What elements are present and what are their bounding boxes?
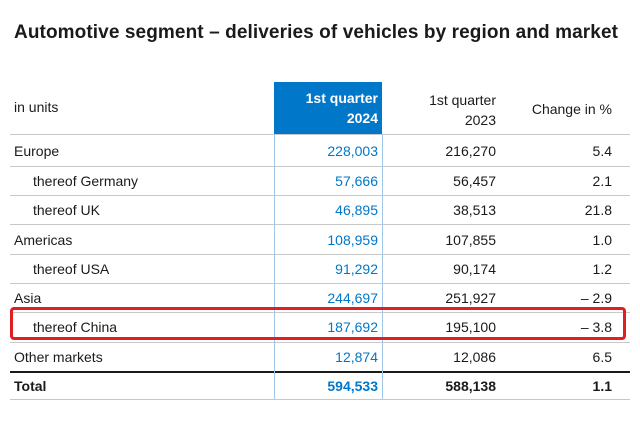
row-label: thereof Germany bbox=[33, 173, 139, 189]
current-period-header-bg bbox=[274, 82, 382, 122]
row-label: Americas bbox=[14, 232, 73, 248]
value-q1-2024: 57,666 bbox=[335, 173, 378, 189]
column-separator bbox=[274, 134, 275, 399]
value-q1-2023: 90,174 bbox=[453, 261, 496, 277]
row-divider bbox=[10, 312, 630, 313]
row-label: thereof USA bbox=[33, 261, 110, 277]
row-divider bbox=[10, 195, 630, 196]
column-separator bbox=[382, 134, 383, 399]
value-change: 21.8 bbox=[584, 202, 612, 218]
value-q1-2023: 12,086 bbox=[453, 349, 496, 365]
header-current-period-line2: 2024 bbox=[346, 110, 378, 126]
header-current-period: 1st quarter 2024 bbox=[274, 88, 378, 128]
total-q1-2023: 588,138 bbox=[445, 378, 496, 394]
unit-label: in units bbox=[14, 99, 59, 115]
value-q1-2023: 195,100 bbox=[445, 319, 496, 335]
value-change: 1.2 bbox=[592, 261, 612, 277]
value-q1-2024: 46,895 bbox=[335, 202, 378, 218]
row-divider bbox=[10, 224, 630, 225]
value-change: – 2.9 bbox=[580, 290, 612, 306]
header-prior-period-line1: 1st quarter bbox=[429, 92, 496, 108]
row-divider bbox=[10, 399, 630, 400]
value-change: – 3.8 bbox=[580, 319, 612, 335]
value-q1-2023: 216,270 bbox=[445, 143, 496, 159]
value-q1-2024: 12,874 bbox=[335, 349, 378, 365]
value-change: 6.5 bbox=[592, 349, 612, 365]
china-row-highlight bbox=[10, 307, 626, 340]
total-divider bbox=[10, 371, 630, 373]
value-change: 5.4 bbox=[592, 143, 612, 159]
row-label: Other markets bbox=[14, 349, 103, 365]
value-q1-2023: 107,855 bbox=[445, 232, 496, 248]
row-divider bbox=[10, 134, 630, 135]
header-change: Change in % bbox=[531, 101, 612, 117]
value-q1-2023: 38,513 bbox=[453, 202, 496, 218]
value-q1-2024: 91,292 bbox=[335, 261, 378, 277]
row-label: Europe bbox=[14, 143, 60, 159]
header-prior-period-line2: 2023 bbox=[464, 112, 496, 128]
value-q1-2024: 108,959 bbox=[327, 232, 378, 248]
value-change: 2.1 bbox=[592, 173, 612, 189]
value-change: 1.0 bbox=[592, 232, 612, 248]
row-divider bbox=[10, 166, 630, 167]
row-label: thereof UK bbox=[33, 202, 100, 218]
value-q1-2024: 228,003 bbox=[327, 143, 378, 159]
row-divider bbox=[10, 342, 630, 343]
value-q1-2024: 244,697 bbox=[327, 290, 378, 306]
total-label: Total bbox=[14, 378, 47, 394]
value-q1-2024: 187,692 bbox=[327, 319, 378, 335]
value-q1-2023: 56,457 bbox=[453, 173, 496, 189]
value-q1-2023: 251,927 bbox=[445, 290, 496, 306]
total-change: 1.1 bbox=[592, 378, 612, 394]
total-q1-2024: 594,533 bbox=[327, 378, 378, 394]
row-divider bbox=[10, 254, 630, 255]
table-title: Automotive segment – deliveries of vehic… bbox=[14, 22, 619, 43]
row-label: thereof China bbox=[33, 319, 118, 335]
row-label: Asia bbox=[14, 290, 42, 306]
header-prior-period: 1st quarter 2023 bbox=[386, 90, 496, 130]
row-divider bbox=[10, 283, 630, 284]
header-current-period-line1: 1st quarter bbox=[305, 90, 378, 106]
current-period-header-bg-extension bbox=[274, 122, 382, 134]
